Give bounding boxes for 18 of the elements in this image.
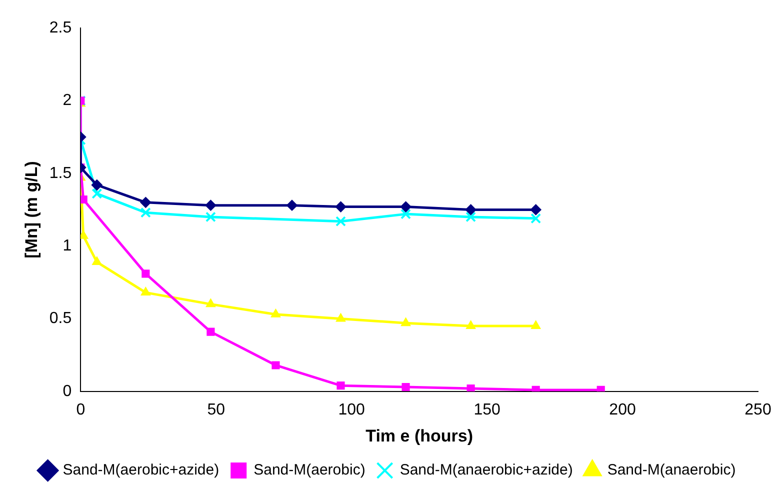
x-tick-label: 250: [744, 401, 772, 418]
x-tick-label: 0: [76, 401, 86, 418]
y-tick-label: 2.5: [49, 19, 72, 36]
y-tick-label: 2: [62, 92, 72, 110]
y-tick-label: 1.5: [49, 164, 72, 182]
x-tick-label: 50: [207, 401, 226, 418]
legend-label: Sand-M(anaerobic+azide): [400, 462, 573, 479]
legend-label: Sand-M(anaerobic): [607, 462, 736, 479]
y-tick-label: 1: [62, 237, 72, 254]
y-tick-label: 0: [62, 382, 72, 400]
legend-label: Sand-M(aerobic+azide): [62, 462, 220, 479]
x-tick-label: 150: [474, 401, 500, 418]
x-tick-label: 200: [609, 401, 636, 418]
y-axis-title: [Mn] (m g/L): [22, 161, 41, 258]
legend-label: Sand-M(aerobic): [254, 462, 366, 479]
y-tick-label: 0.5: [49, 310, 72, 328]
x-tick-label: 100: [338, 401, 366, 418]
x-axis-title: Tim e (hours): [366, 426, 474, 446]
